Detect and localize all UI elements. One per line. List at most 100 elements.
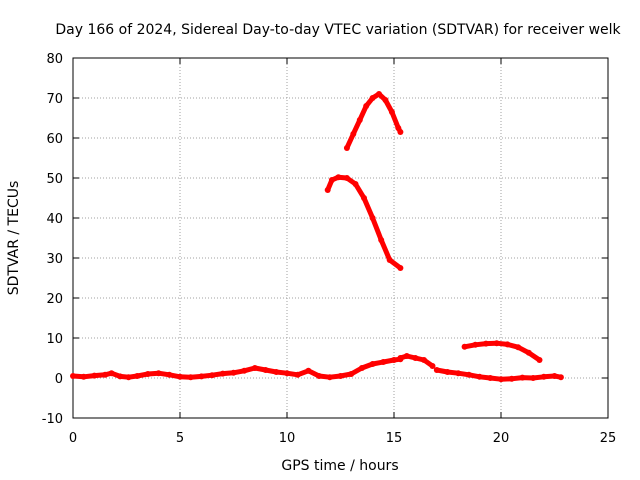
data-point <box>337 373 344 379</box>
x-tick-label: 10 <box>279 431 296 446</box>
data-point <box>91 372 98 379</box>
data-point <box>525 349 532 356</box>
data-point <box>187 374 194 381</box>
data-point <box>386 257 393 263</box>
y-tick-label: 30 <box>46 252 63 267</box>
data-point <box>328 177 335 183</box>
data-point <box>262 367 269 373</box>
data-point <box>403 353 410 359</box>
data-point <box>551 373 558 379</box>
y-axis: -10 0 10 20 30 40 50 60 70 80 <box>42 52 608 427</box>
data-point <box>380 359 387 365</box>
data-point <box>251 365 258 371</box>
series-arc-20 <box>461 340 543 363</box>
y-tick-label: 10 <box>46 332 63 347</box>
series-tail <box>433 367 564 383</box>
data-point <box>144 371 151 377</box>
data-point <box>335 174 342 181</box>
data-point <box>397 355 404 361</box>
data-point <box>536 357 543 363</box>
data-point <box>515 344 522 351</box>
data-point <box>125 374 132 381</box>
data-point <box>70 373 76 379</box>
x-axis: 0 5 10 15 20 25 <box>69 58 616 446</box>
data-point <box>476 373 483 380</box>
data-point <box>369 95 376 101</box>
y-tick-label: 70 <box>46 92 63 107</box>
data-point <box>540 373 547 380</box>
data-point <box>358 365 365 371</box>
data-point <box>421 357 427 363</box>
data-point <box>356 117 363 123</box>
data-point <box>433 367 440 373</box>
data-point <box>363 103 370 109</box>
series-line <box>344 91 403 151</box>
data-point <box>397 129 404 135</box>
y-tick-label: 20 <box>46 292 63 307</box>
x-axis-label: GPS time / hours <box>281 458 398 474</box>
x-tick-label: 25 <box>600 431 617 446</box>
data-point <box>219 370 226 377</box>
data-point <box>378 237 385 243</box>
data-point <box>343 145 350 151</box>
data-point <box>557 374 564 381</box>
data-point <box>483 340 489 347</box>
data-point <box>230 369 237 376</box>
y-tick-label: 0 <box>55 372 63 387</box>
y-tick-label: -10 <box>42 412 63 427</box>
data-point <box>80 373 87 380</box>
x-tick-label: 20 <box>493 431 510 446</box>
data-point <box>472 341 479 348</box>
data-point <box>382 97 389 103</box>
data-point <box>388 109 395 115</box>
series-line <box>325 174 403 271</box>
y-tick-label: 60 <box>46 132 63 147</box>
series-arc-70 <box>343 91 404 151</box>
series-arc-50 <box>324 174 404 271</box>
data-point <box>316 373 323 379</box>
data-point <box>134 373 141 379</box>
series-bump-15 <box>397 353 436 369</box>
y-tick-label: 80 <box>46 52 63 67</box>
data-point <box>455 370 462 377</box>
data-point <box>465 371 472 378</box>
chart-title: Day 166 of 2024, Sidereal Day-to-day VTE… <box>55 22 621 38</box>
data-point <box>391 357 397 363</box>
data-point <box>519 374 526 381</box>
data-point <box>324 187 331 193</box>
data-point <box>487 375 494 381</box>
x-tick-label: 5 <box>176 431 184 446</box>
data-point <box>352 181 359 187</box>
data-point <box>504 341 511 348</box>
x-tick-label: 0 <box>69 431 77 446</box>
data-point <box>530 375 537 381</box>
data-point <box>461 343 468 350</box>
data-point <box>273 369 280 375</box>
data-point <box>102 371 109 378</box>
data-point <box>369 215 376 221</box>
data-point <box>444 369 451 375</box>
data-point <box>198 373 205 380</box>
data-point <box>493 340 500 347</box>
data-point <box>305 367 312 374</box>
data-point <box>350 131 357 137</box>
plot-frame <box>72 57 609 419</box>
data-point <box>412 355 419 361</box>
x-tick-label: 15 <box>386 431 403 446</box>
data-point <box>155 370 162 377</box>
data-point <box>343 175 350 181</box>
y-axis-label: SDTVAR / TECUs <box>6 181 22 296</box>
data-point <box>369 361 376 367</box>
data-point <box>177 373 183 380</box>
grid <box>73 58 608 418</box>
data-point <box>117 373 124 380</box>
data-point <box>376 91 382 97</box>
data-point <box>108 370 115 377</box>
data-point <box>326 374 333 381</box>
data-point <box>397 265 404 271</box>
series-baseline <box>70 356 404 381</box>
data-point <box>241 367 248 374</box>
data-point <box>429 363 436 369</box>
data-point <box>498 376 504 383</box>
